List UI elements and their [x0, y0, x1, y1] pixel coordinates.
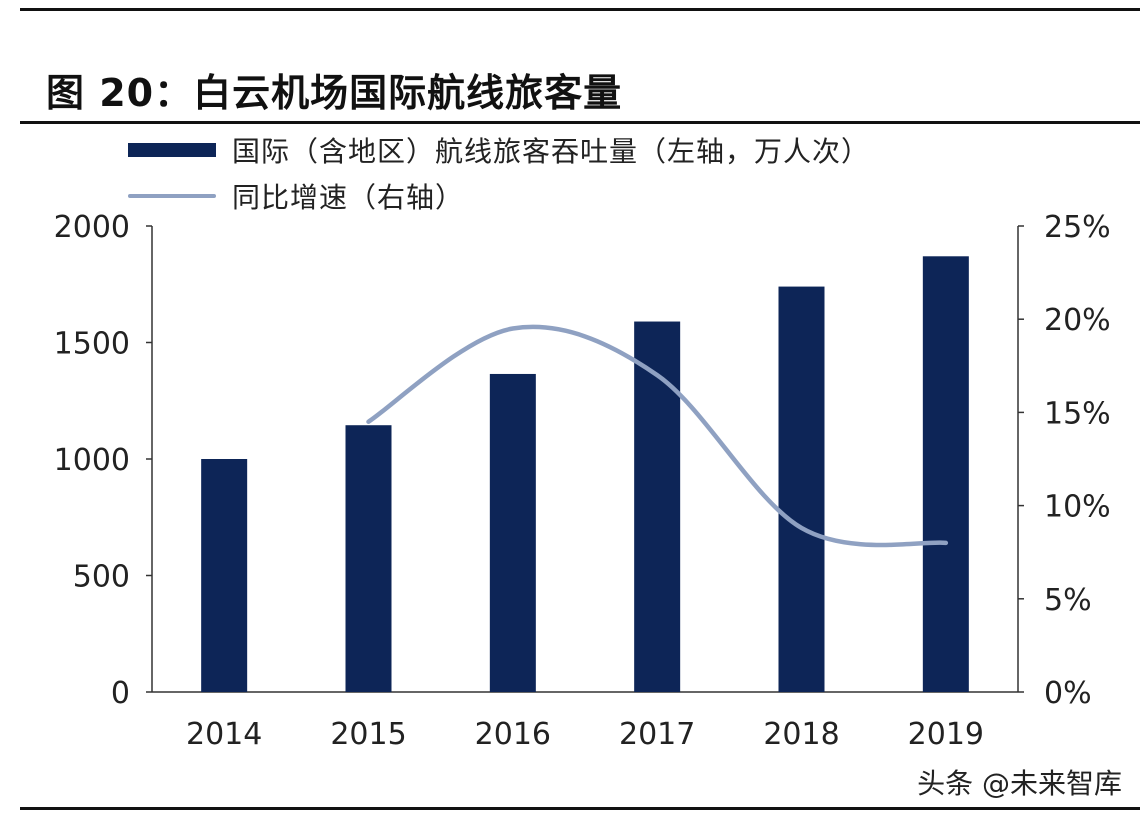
top-rule	[20, 8, 1140, 11]
bar	[922, 256, 969, 692]
bars	[201, 256, 969, 692]
growth-line	[366, 324, 949, 548]
chart-title: 图 20：白云机场国际航线旅客量	[46, 71, 623, 115]
left-tick-label: 500	[73, 560, 130, 595]
right-tick-label: 15%	[1044, 396, 1111, 431]
right-tick-label: 5%	[1044, 583, 1092, 618]
legend-line-entry: 同比增速（右轴）	[128, 176, 464, 216]
bar	[345, 425, 392, 692]
x-tick-label: 2014	[186, 717, 262, 752]
left-tick-label: 1000	[54, 443, 130, 478]
legend-line-label: 同比增速（右轴）	[232, 181, 465, 214]
bar	[778, 286, 825, 692]
x-tick-label: 2016	[475, 717, 551, 752]
legend-line-swatch	[128, 194, 216, 198]
right-tick-label: 25%	[1044, 210, 1111, 245]
bar	[201, 459, 248, 692]
tick-labels: 0 500 1000 1500 2000 0% 5% 10% 15% 20% 25% 2014 2015…	[54, 210, 1111, 752]
left-tick-label: 2000	[54, 210, 130, 245]
axes	[146, 225, 1024, 693]
legend-bar-entry: 国际（含地区）航线旅客吞吐量（左轴，万人次）	[128, 130, 870, 170]
legend-bar-label: 国际（含地区）航线旅客吞吐量（左轴，万人次）	[232, 135, 871, 168]
watermark: 头条 @未来智库	[917, 767, 1122, 800]
x-tick-label: 2015	[330, 717, 406, 752]
left-tick-label: 0	[111, 676, 130, 711]
left-tick-label: 1500	[54, 327, 130, 362]
x-tick-label: 2019	[908, 717, 984, 752]
right-tick-label: 20%	[1044, 303, 1111, 338]
bottom-rule	[20, 807, 1140, 810]
bar	[634, 321, 681, 692]
right-tick-label: 10%	[1044, 490, 1111, 525]
legend-bar-swatch	[128, 143, 216, 157]
bar	[489, 373, 536, 692]
x-tick-label: 2018	[763, 717, 839, 752]
x-tick-label: 2017	[619, 717, 695, 752]
title-rule	[20, 121, 1140, 124]
right-tick-label: 0%	[1044, 676, 1092, 711]
